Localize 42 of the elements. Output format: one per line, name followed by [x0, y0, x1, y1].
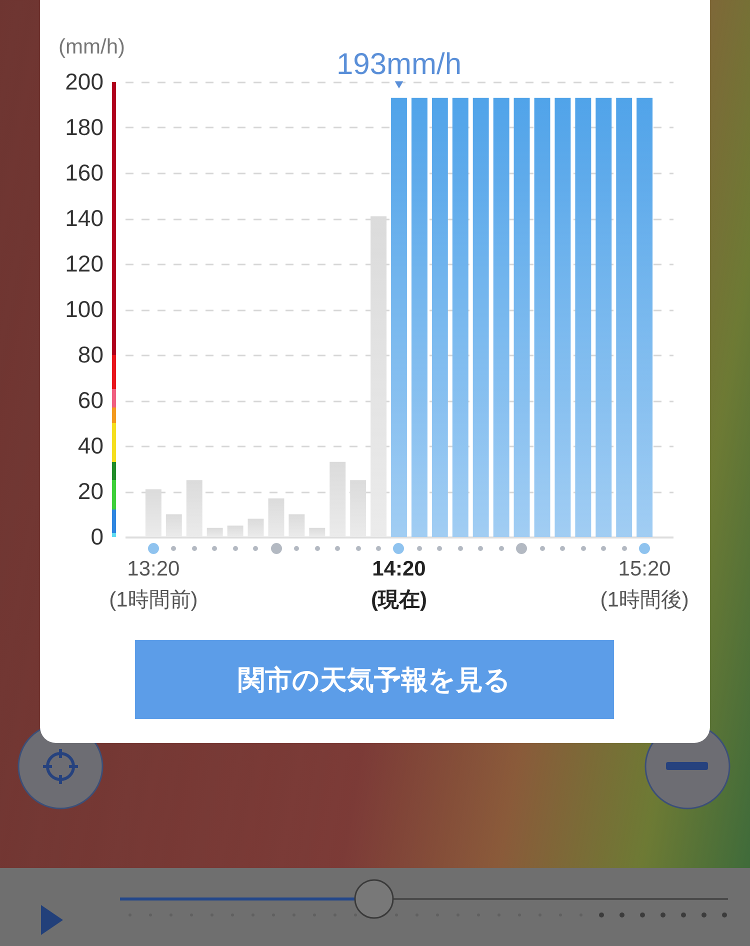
- y-tick-label: 40: [78, 432, 104, 458]
- bar: [616, 98, 632, 537]
- bar: [370, 216, 387, 537]
- bar: [575, 98, 592, 537]
- bar: [309, 528, 326, 537]
- y-tick-label: 140: [65, 205, 104, 231]
- bar: [452, 98, 468, 537]
- bar: [166, 514, 182, 537]
- x-tick-label: 15:20 (1時間後): [600, 558, 689, 612]
- y-axis-title: (mm/h): [58, 36, 125, 58]
- bar: [472, 98, 489, 537]
- y-tick-label: 0: [90, 524, 104, 550]
- bar: [227, 526, 244, 537]
- bar: [350, 480, 366, 537]
- bar: [330, 462, 346, 537]
- annotation: 193mm/h: [336, 48, 462, 81]
- y-tick-label: 160: [65, 160, 104, 186]
- bar: [186, 480, 202, 537]
- y-tick-label: 60: [78, 387, 104, 413]
- y-tick-label: 100: [65, 296, 104, 322]
- bar: [391, 98, 407, 537]
- x-tick-label: 13:20 (1時間前): [109, 558, 198, 612]
- y-tick-label: 200: [65, 68, 104, 94]
- bar: [514, 98, 530, 537]
- y-tick-label: 80: [78, 342, 104, 368]
- y-tick-label: 120: [65, 250, 104, 276]
- x-tick-label: 14:20 (現在): [371, 558, 427, 612]
- bar: [432, 98, 448, 537]
- bar: [268, 498, 284, 537]
- y-tick-label: 20: [78, 478, 104, 504]
- bar: [493, 98, 510, 537]
- bar: [534, 98, 550, 537]
- bar: [288, 514, 305, 537]
- bar: [636, 98, 653, 537]
- bar: [248, 518, 264, 537]
- forecast-button: 関市の天気予報を見る: [135, 640, 614, 719]
- bar: [596, 98, 612, 537]
- y-tick-label: 180: [65, 114, 104, 140]
- bar: [145, 489, 162, 537]
- bar: [554, 98, 571, 537]
- bar: [411, 98, 428, 537]
- bar: [206, 528, 223, 537]
